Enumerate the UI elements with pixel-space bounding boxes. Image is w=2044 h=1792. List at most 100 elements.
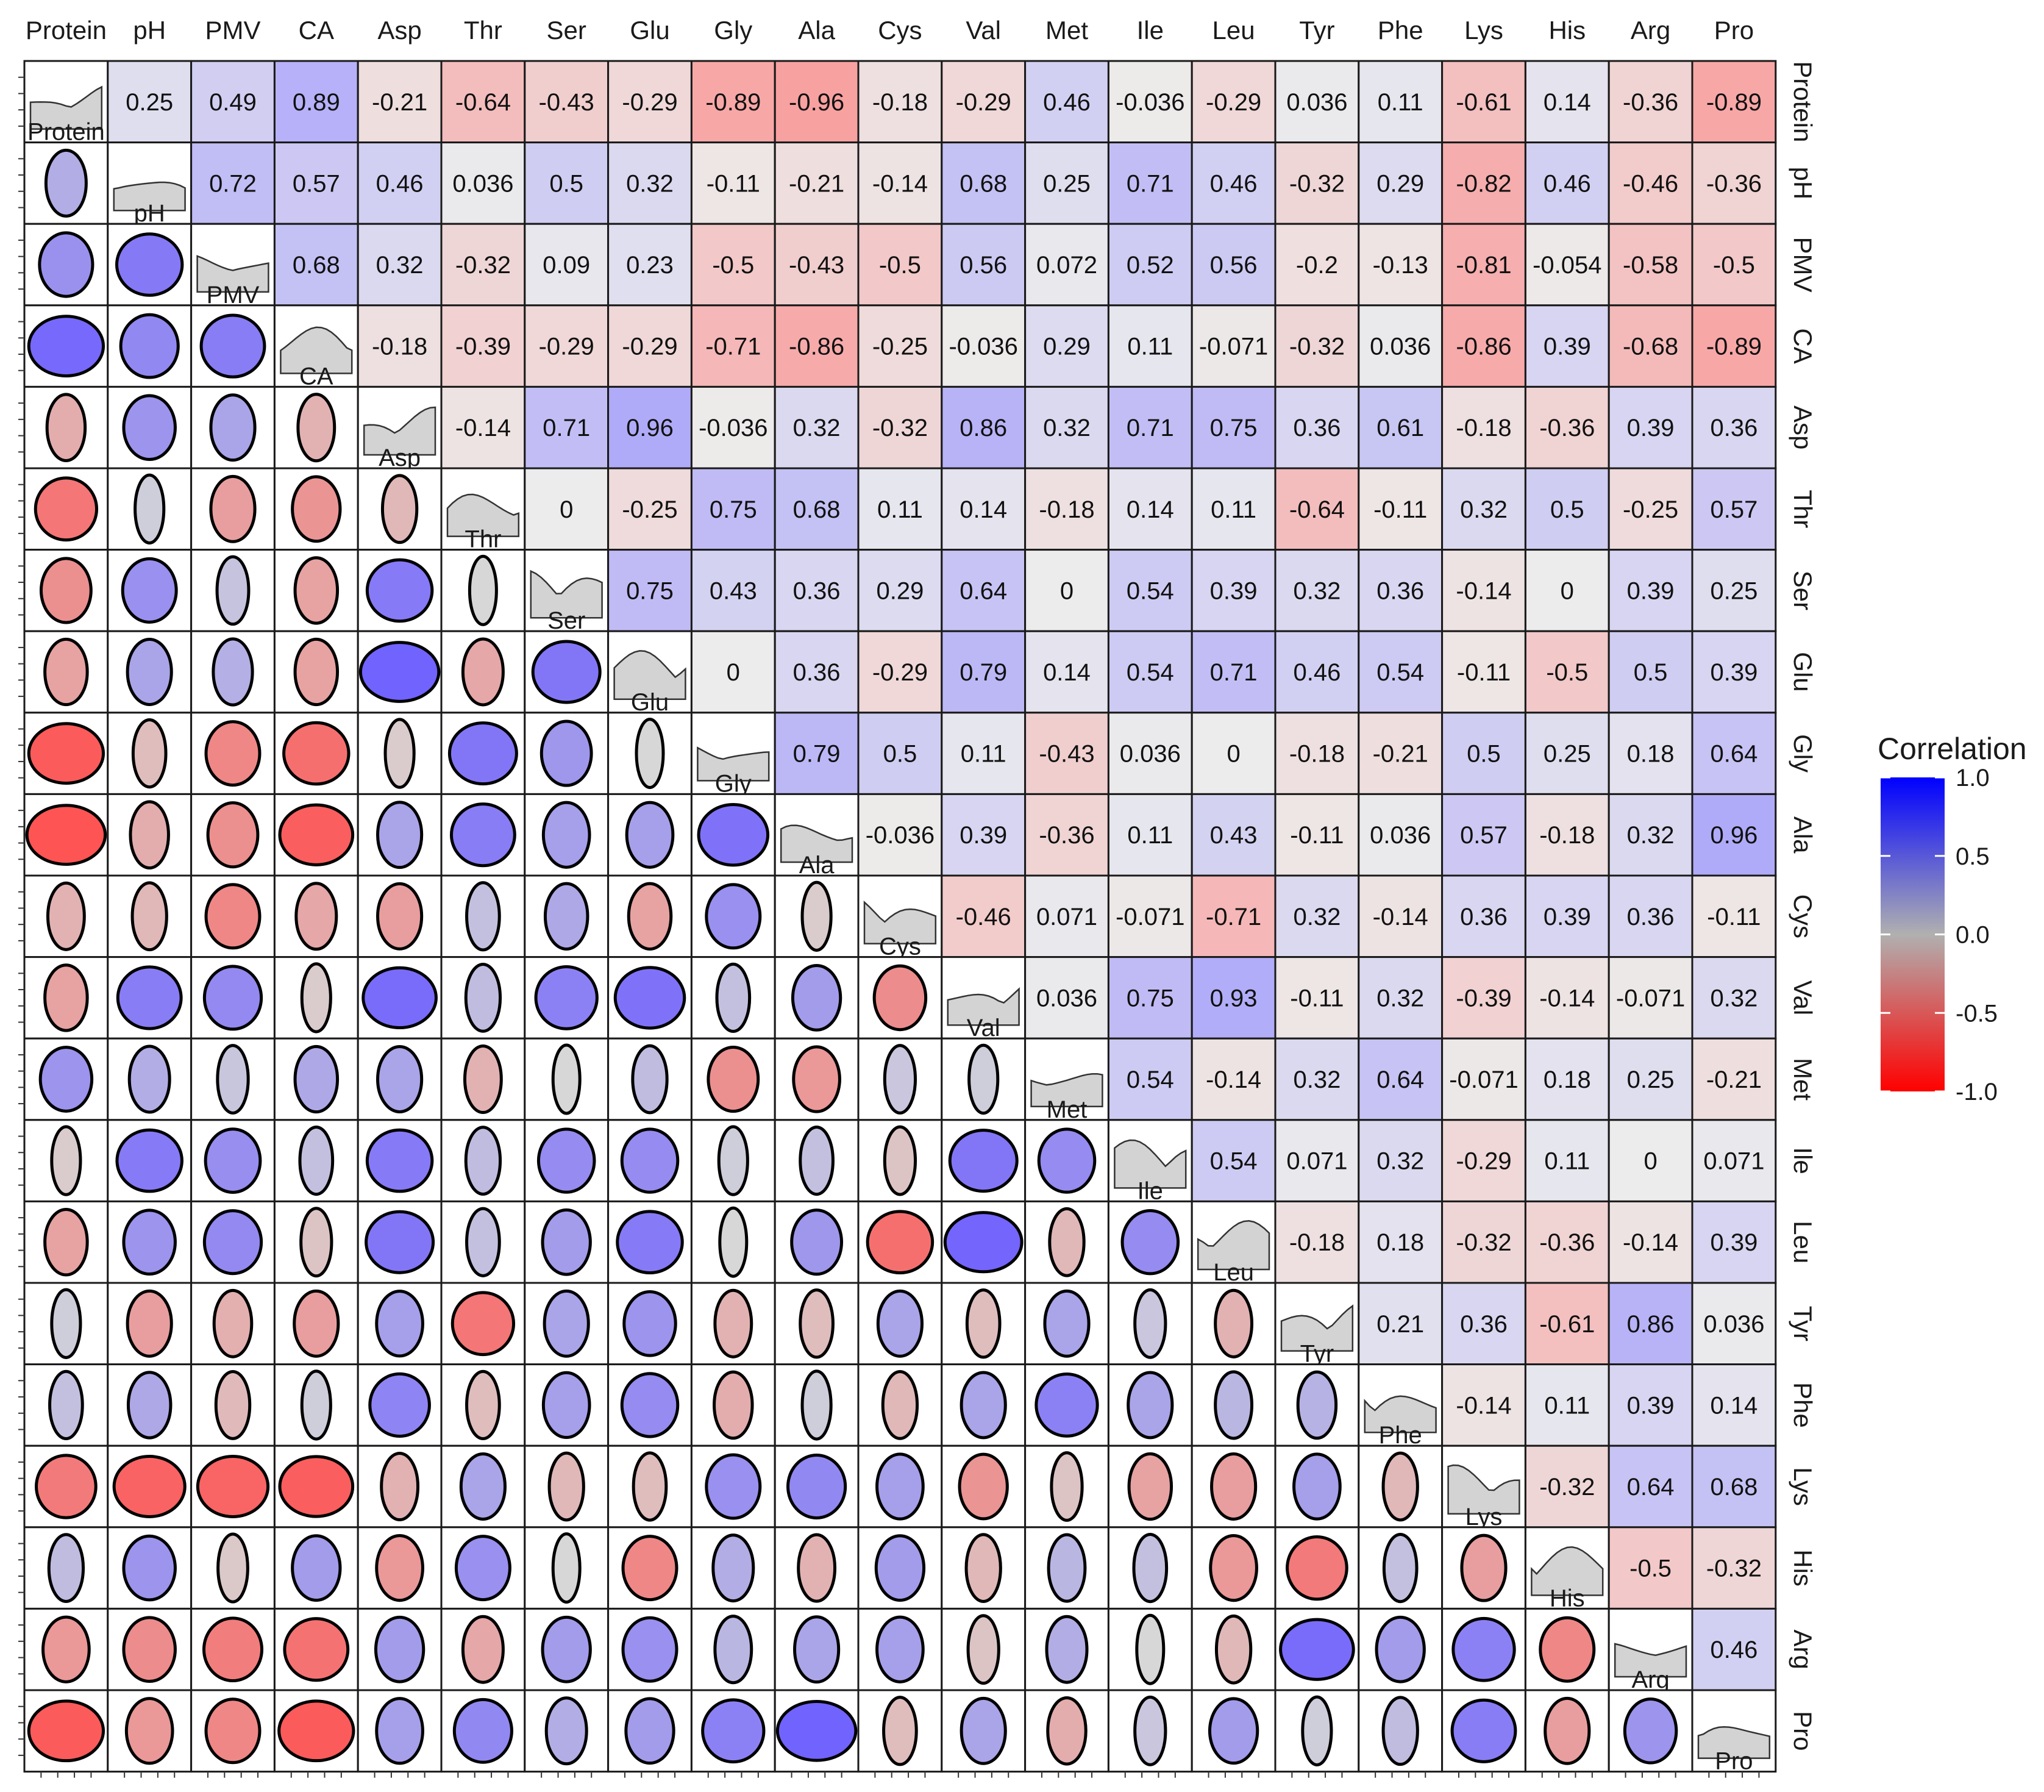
correlation-label: 0.75: [1210, 415, 1258, 441]
correlation-label: 0.32: [1043, 415, 1091, 441]
row-label: Met: [1789, 1058, 1817, 1101]
column-label: Ser: [547, 16, 586, 45]
correlation-label: 0.75: [1127, 985, 1174, 1012]
upper-cell: [1608, 712, 1693, 795]
density-plot: [530, 569, 603, 619]
correlation-ellipse: [43, 637, 89, 707]
correlation-label: 0.071: [1036, 904, 1097, 930]
correlation-label: 0.49: [209, 89, 257, 116]
upper-cell: [941, 304, 1027, 388]
upper-cell: [1691, 712, 1777, 795]
correlation-ellipse: [196, 1454, 270, 1519]
correlation-label: 0.96: [626, 415, 674, 441]
correlation-ellipse: [122, 1534, 177, 1602]
correlation-ellipse: [613, 966, 686, 1030]
upper-cell: [1107, 385, 1193, 469]
correlation-ellipse: [375, 1290, 424, 1358]
correlation-ellipse: [291, 1534, 342, 1602]
column-label: His: [1548, 16, 1586, 45]
correlation-label: -0.32: [1539, 1474, 1595, 1501]
column-label: Leu: [1213, 16, 1255, 45]
correlation-ellipse: [966, 1614, 1000, 1685]
diagonal-variable-label: CA: [299, 363, 333, 390]
correlation-ellipse: [551, 1043, 582, 1115]
density-plot: [780, 824, 853, 863]
diagonal-variable-label: Gly: [715, 770, 752, 797]
correlation-label: -0.25: [1623, 496, 1678, 523]
correlation-label: 0.36: [1293, 415, 1341, 441]
correlation-label: -0.5: [1546, 659, 1588, 686]
correlation-label: -0.29: [539, 334, 594, 360]
upper-cell: [524, 223, 610, 307]
correlation-label: 0.46: [1293, 659, 1341, 686]
correlation-ellipse: [209, 474, 257, 543]
upper-cell: [1358, 793, 1444, 877]
correlation-label: -0.036: [1116, 89, 1184, 116]
correlation-label: -0.58: [1623, 252, 1678, 279]
upper-cell: [1274, 385, 1360, 469]
upper-cell: [690, 385, 776, 469]
upper-cell: [1608, 956, 1693, 1040]
upper-cell: [1358, 549, 1444, 632]
correlation-label: 0.71: [1210, 659, 1258, 686]
correlation-ellipse: [1292, 1452, 1342, 1521]
correlation-label: 0.5: [1634, 659, 1668, 686]
correlation-ellipse: [278, 1455, 355, 1518]
correlation-ellipse: [1450, 1698, 1517, 1763]
upper-cell: [357, 223, 443, 307]
correlation-label: 0.036: [1703, 1311, 1764, 1338]
column-label: Lys: [1464, 16, 1503, 45]
column-label: Met: [1045, 16, 1088, 45]
correlation-ellipse: [876, 1289, 924, 1358]
upper-cell: [857, 630, 943, 714]
correlation-ellipse: [127, 1044, 171, 1114]
correlation-label: -0.89: [1706, 89, 1762, 116]
correlation-ellipse: [1135, 1613, 1166, 1685]
correlation-label: 0.14: [1544, 89, 1591, 116]
correlation-ellipse: [296, 393, 337, 463]
correlation-ellipse: [202, 1209, 263, 1276]
correlation-label: 0.71: [543, 415, 590, 441]
density-plot: [1114, 1139, 1187, 1189]
correlation-ellipse: [27, 315, 105, 377]
upper-cell: [941, 793, 1027, 877]
correlation-ellipse: [943, 1211, 1024, 1274]
upper-cell: [857, 60, 943, 144]
correlation-ellipse: [202, 1616, 264, 1683]
correlation-ellipse: [1133, 1695, 1167, 1766]
diagonal-variable-label: Tyr: [1300, 1341, 1334, 1368]
correlation-label: -0.64: [455, 89, 511, 116]
correlation-label: 0.89: [293, 89, 340, 116]
correlation-label: 0.39: [1544, 904, 1591, 930]
correlation-ellipse: [38, 1046, 94, 1113]
upper-cell: [1107, 467, 1193, 551]
upper-cell: [690, 630, 776, 714]
correlation-ellipse: [539, 719, 593, 787]
upper-cell: [1608, 874, 1693, 958]
correlation-ellipse: [1047, 1533, 1087, 1603]
correlation-ellipse: [713, 1288, 753, 1358]
correlation-ellipse: [43, 963, 89, 1032]
correlation-ellipse: [299, 1207, 333, 1278]
column-label: Glu: [630, 16, 669, 45]
upper-cell: [1191, 549, 1277, 632]
correlation-label: -0.82: [1456, 170, 1511, 197]
diagonal-variable-label: Ala: [799, 852, 835, 879]
correlation-label: -0.32: [1706, 1555, 1762, 1582]
upper-cell: [440, 60, 526, 144]
upper-cell: [941, 549, 1027, 632]
column-label: Pro: [1714, 16, 1754, 45]
correlation-ellipse: [112, 1455, 187, 1518]
correlation-ellipse: [1133, 1288, 1167, 1359]
correlation-ellipse: [875, 1615, 925, 1683]
colorbar-tick-label: 0.5: [1956, 843, 1990, 870]
correlation-ellipse: [543, 1289, 590, 1358]
correlation-ellipse: [866, 1210, 935, 1275]
column-label: Phe: [1378, 16, 1423, 45]
correlation-label: -0.14: [872, 170, 928, 197]
correlation-label: 0.32: [376, 252, 424, 279]
correlation-ellipse: [463, 1044, 503, 1115]
upper-cell: [1107, 874, 1193, 958]
correlation-label: 0.68: [293, 252, 340, 279]
